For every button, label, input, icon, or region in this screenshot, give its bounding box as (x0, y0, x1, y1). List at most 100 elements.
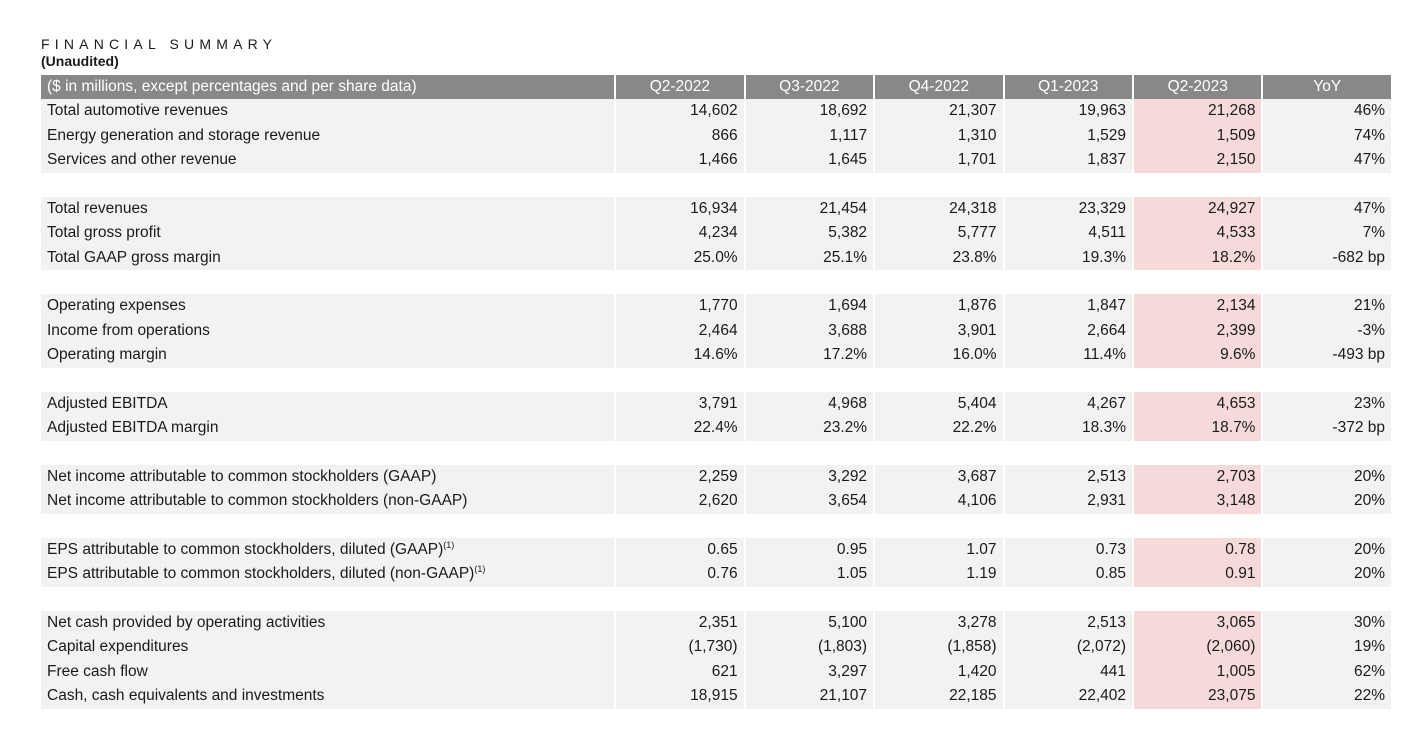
row-label: Adjusted EBITDA (47, 394, 168, 412)
row-label: Net income attributable to common stockh… (47, 467, 437, 485)
spacer-cell (41, 586, 1391, 611)
row-label-cell: Energy generation and storage revenue (41, 123, 617, 148)
row-label-cell: Operating margin (41, 343, 617, 368)
yoy-cell: -372 bp (1262, 416, 1391, 441)
value-cell: 1.05 (744, 562, 876, 587)
spacer-cell (41, 172, 1391, 197)
column-header-label: ($ in millions, except percentages and p… (41, 75, 617, 99)
yoy-cell: 19% (1262, 635, 1391, 660)
value-cell: 22.2% (874, 416, 1005, 441)
value-cell: 16.0% (874, 343, 1005, 368)
footnote-marker: (1) (443, 539, 455, 550)
row-label-cell: Total automotive revenues (41, 99, 617, 124)
value-cell: 866 (615, 123, 746, 148)
value-cell: 3,278 (874, 610, 1005, 635)
value-cell: 5,777 (874, 221, 1005, 246)
yoy-cell: 20% (1262, 562, 1391, 587)
row-label: Adjusted EBITDA margin (47, 419, 219, 437)
row-label-cell: Services and other revenue (41, 148, 617, 173)
table-row: Income from operations 2,464 3,688 3,901 2,6… (41, 318, 1391, 343)
row-label-cell: Adjusted EBITDA (41, 391, 617, 416)
row-label: Operating expenses (47, 297, 186, 315)
row-label: Capital expenditures (47, 638, 189, 656)
footnote-marker: (1) (474, 564, 486, 575)
value-cell: 1.19 (874, 562, 1005, 587)
yoy-cell: 23% (1262, 391, 1391, 416)
value-cell: 1,876 (874, 294, 1005, 319)
highlighted-value-cell: (2,060) (1133, 635, 1264, 660)
value-cell: 14,602 (615, 99, 746, 124)
value-cell: 4,968 (744, 391, 876, 416)
row-label-cell: Cash, cash equivalents and investments (41, 684, 617, 709)
highlighted-value-cell: 3,148 (1133, 489, 1264, 514)
value-cell: 2,464 (615, 318, 746, 343)
highlighted-value-cell: 18.2% (1133, 245, 1264, 270)
table-row: Net income attributable to common stockh… (41, 489, 1391, 514)
highlighted-value-cell: 23,075 (1133, 684, 1264, 709)
column-header: Q1-2023 (1003, 75, 1135, 99)
value-cell: 1,770 (615, 294, 746, 319)
table-row: EPS attributable to common stockholders,… (41, 537, 1391, 562)
row-label: Cash, cash equivalents and investments (47, 687, 325, 705)
yoy-cell: 21% (1262, 294, 1391, 319)
value-cell: 4,106 (874, 489, 1005, 514)
column-header: YoY (1262, 75, 1391, 99)
value-cell: 1,847 (1003, 294, 1135, 319)
row-label-cell: Net income attributable to common stockh… (41, 464, 617, 489)
value-cell: 18.3% (1003, 416, 1135, 441)
value-cell: (1,803) (744, 635, 876, 660)
value-cell: 11.4% (1003, 343, 1135, 368)
value-cell: 2,351 (615, 610, 746, 635)
value-cell: 21,454 (744, 196, 876, 221)
yoy-cell: 47% (1262, 148, 1391, 173)
value-cell: 21,107 (744, 684, 876, 709)
table-row: Adjusted EBITDA margin 22.4% 23.2% 22.2% 18.… (41, 416, 1391, 441)
value-cell: 23,329 (1003, 196, 1135, 221)
yoy-cell: 47% (1262, 196, 1391, 221)
value-cell: 621 (615, 659, 746, 684)
table-row: Total gross profit 4,234 5,382 5,777 4,511 4,… (41, 221, 1391, 246)
value-cell: 14.6% (615, 343, 746, 368)
row-label: Total revenues (47, 199, 148, 217)
row-label: Income from operations (47, 321, 210, 339)
value-cell: 1.07 (874, 537, 1005, 562)
highlighted-value-cell: 0.91 (1133, 562, 1264, 587)
value-cell: 1,466 (615, 148, 746, 173)
table-row: Free cash flow 621 3,297 1,420 441 1,005 62% (41, 659, 1391, 684)
highlighted-value-cell: 24,927 (1133, 196, 1264, 221)
table-row: Operating expenses 1,770 1,694 1,876 1,847 2,… (41, 294, 1391, 319)
row-label: Net income attributable to common stockh… (47, 492, 468, 510)
table-row: Total GAAP gross margin 25.0% 25.1% 23.8% 19… (41, 245, 1391, 270)
yoy-cell: 46% (1262, 99, 1391, 124)
value-cell: 1,117 (744, 123, 876, 148)
row-label: Total GAAP gross margin (47, 248, 221, 266)
value-cell: 19.3% (1003, 245, 1135, 270)
table-header-row: ($ in millions, except percentages and p… (41, 75, 1391, 99)
value-cell: 4,267 (1003, 391, 1135, 416)
value-cell: 1,701 (874, 148, 1005, 173)
value-cell: 4,511 (1003, 221, 1135, 246)
value-cell: 1,694 (744, 294, 876, 319)
value-cell: 2,513 (1003, 610, 1135, 635)
value-cell: 22,402 (1003, 684, 1135, 709)
value-cell: 1,420 (874, 659, 1005, 684)
yoy-cell: 30% (1262, 610, 1391, 635)
row-label-cell: Net cash provided by operating activitie… (41, 610, 617, 635)
value-cell: 2,931 (1003, 489, 1135, 514)
value-cell: 441 (1003, 659, 1135, 684)
highlighted-value-cell: 2,703 (1133, 464, 1264, 489)
spacer-cell (41, 367, 1391, 392)
row-label-cell: Total revenues (41, 196, 617, 221)
highlighted-value-cell: 21,268 (1133, 99, 1264, 124)
yoy-cell: 20% (1262, 464, 1391, 489)
value-cell: 1,310 (874, 123, 1005, 148)
row-label-cell: Net income attributable to common stockh… (41, 489, 617, 514)
highlighted-value-cell: 2,150 (1133, 148, 1264, 173)
row-label-cell: Income from operations (41, 318, 617, 343)
highlighted-value-cell: 2,399 (1133, 318, 1264, 343)
row-label: EPS attributable to common stockholders,… (47, 540, 444, 558)
column-header: Q3-2022 (744, 75, 876, 99)
value-cell: 23.2% (744, 416, 876, 441)
group-spacer (41, 513, 1391, 538)
value-cell: 25.0% (615, 245, 746, 270)
